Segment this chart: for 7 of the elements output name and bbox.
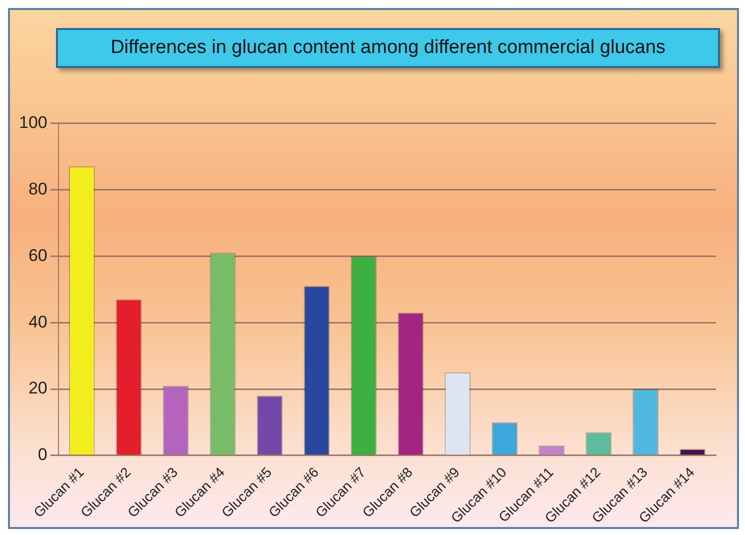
y-tick-label: 80 bbox=[28, 179, 48, 198]
y-tick-label: 0 bbox=[38, 445, 48, 464]
y-tick-label: 60 bbox=[28, 246, 48, 265]
y-tick-label: 100 bbox=[18, 112, 48, 132]
y-tick-label: 20 bbox=[28, 378, 48, 398]
y-tick-label: 40 bbox=[28, 312, 48, 332]
chart-title: Differences in glucan content among different commercial glucans bbox=[56, 28, 720, 68]
